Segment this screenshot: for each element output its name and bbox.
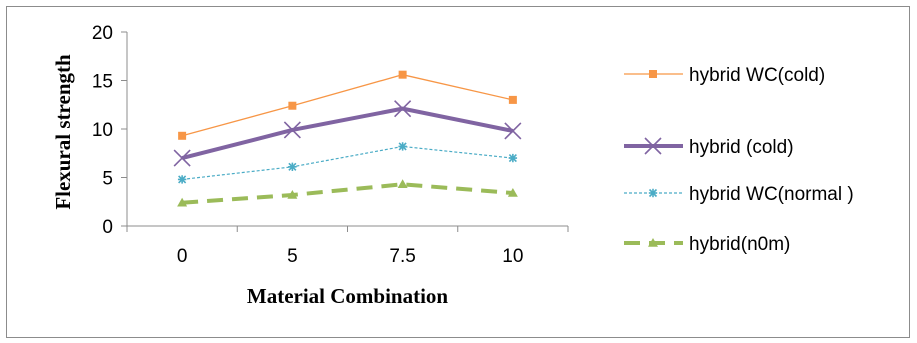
x-tick-label: 10 [502,246,523,267]
data-point-marker [283,121,301,139]
legend-label: hybrid WC(normal ) [689,184,854,205]
x-axis-ticks: 0 5 7.5 10 [126,226,569,267]
y-tick-label: 10 [92,120,113,141]
data-point-marker [398,70,407,79]
y-axis-title: Flexural strength [51,54,75,210]
series-0 [178,70,517,140]
legend-item: hybrid WC(cold) [624,65,825,86]
y-tick-label: 15 [92,72,113,93]
series-layer [173,70,522,207]
y-axis-ticks: 0 5 10 15 20 [92,23,127,238]
legend-item: hybrid WC(normal ) [624,184,854,205]
series-line [181,74,514,137]
data-point-marker [177,175,187,184]
legend-item: hybrid(n0m) [624,234,790,255]
legend-label: hybrid(n0m) [689,234,790,255]
legend: hybrid WC(cold) hybrid (cold) hybrid WC(no… [624,65,854,255]
data-point-marker [394,100,412,118]
y-tick-label: 0 [102,217,113,238]
legend-marker [649,70,657,78]
data-point-marker [504,122,522,140]
series-line [181,106,514,161]
series-2 [177,142,518,184]
data-point-marker [507,188,518,197]
y-tick-label: 5 [102,169,113,190]
x-tick-label: 7.5 [389,246,415,267]
series-1 [173,100,522,167]
series-line [182,145,513,181]
x-tick-label: 5 [287,246,298,267]
data-point-marker [288,162,297,172]
data-point-marker [288,101,297,110]
data-point-marker [397,179,408,189]
axes: 0 5 10 15 20 0 5 7.5 10 [92,23,569,267]
data-point-marker [287,189,298,199]
legend-label: hybrid WC(cold) [689,65,825,86]
legend-marker [644,137,662,155]
x-tick-label: 0 [177,246,188,267]
series-line [181,182,514,205]
legend-marker [648,188,658,198]
legend-marker [648,238,658,247]
data-point-marker [173,149,191,167]
data-point-marker [178,131,187,140]
data-point-marker [177,197,188,207]
legend-label: hybrid (cold) [689,137,794,158]
chart-frame [6,6,910,338]
data-point-marker [508,153,518,163]
data-point-marker [398,142,407,151]
series-3 [177,179,518,207]
data-point-marker [508,95,517,104]
y-tick-label: 20 [92,23,113,44]
legend-item: hybrid (cold) [624,137,794,158]
x-axis-title: Material Combination [247,284,449,308]
